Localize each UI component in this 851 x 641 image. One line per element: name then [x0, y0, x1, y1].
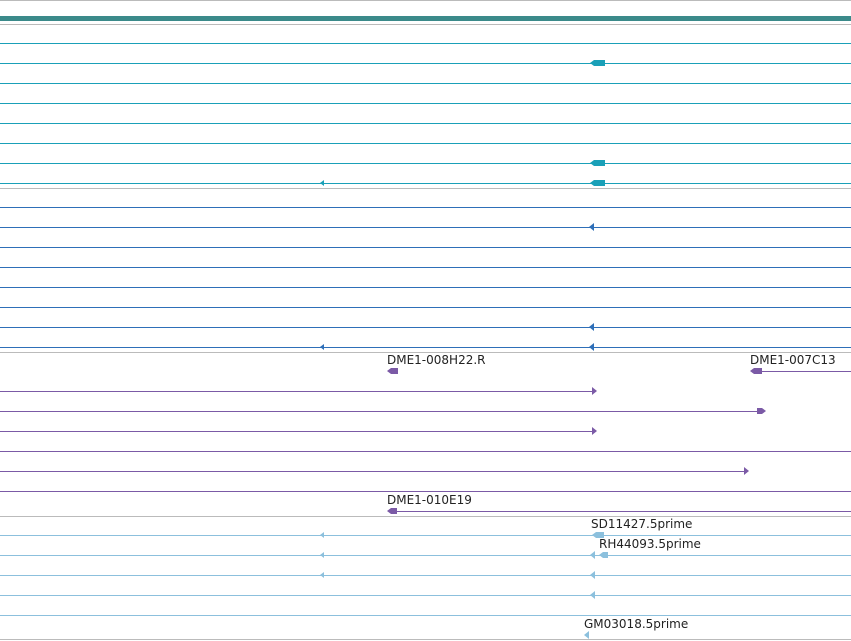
arrow-left-icon[interactable] [320, 344, 324, 350]
label-rh44093[interactable]: RH44093.5prime [599, 537, 701, 551]
feature-block[interactable] [592, 532, 604, 538]
feature-block[interactable] [590, 180, 605, 186]
feature-block[interactable] [387, 368, 398, 374]
label-dme1-007c13[interactable]: DME1-007C13 [750, 353, 836, 367]
arrow-left-icon[interactable] [320, 572, 324, 578]
arrow-right-icon[interactable] [592, 387, 597, 395]
feature-block[interactable] [387, 508, 397, 514]
arrow-left-icon[interactable] [589, 223, 594, 231]
label-gm03018[interactable]: GM03018.5prime [584, 617, 688, 631]
arrow-left-icon[interactable] [320, 552, 324, 558]
arrow-left-icon[interactable] [590, 591, 595, 599]
top-track-bar [0, 16, 851, 21]
arrow-left-icon[interactable] [589, 343, 594, 351]
arrow-left-icon[interactable] [584, 631, 589, 639]
label-dme1-010e19[interactable]: DME1-010E19 [387, 493, 472, 507]
arrow-left-icon[interactable] [590, 571, 595, 579]
arrow-right-icon[interactable] [592, 427, 597, 435]
feature-block[interactable] [757, 408, 766, 414]
feature-block[interactable] [590, 160, 605, 166]
arrow-right-icon[interactable] [744, 467, 749, 475]
arrow-left-icon[interactable] [589, 323, 594, 331]
feature-block[interactable] [750, 368, 762, 374]
arrow-left-icon[interactable] [320, 532, 324, 538]
label-dme1-008h22[interactable]: DME1-008H22.R [387, 353, 486, 367]
label-sd11427[interactable]: SD11427.5prime [591, 517, 692, 531]
arrow-left-icon[interactable] [320, 180, 324, 186]
feature-block[interactable] [590, 60, 605, 66]
feature-block[interactable] [599, 552, 608, 558]
arrow-left-icon[interactable] [590, 551, 595, 559]
